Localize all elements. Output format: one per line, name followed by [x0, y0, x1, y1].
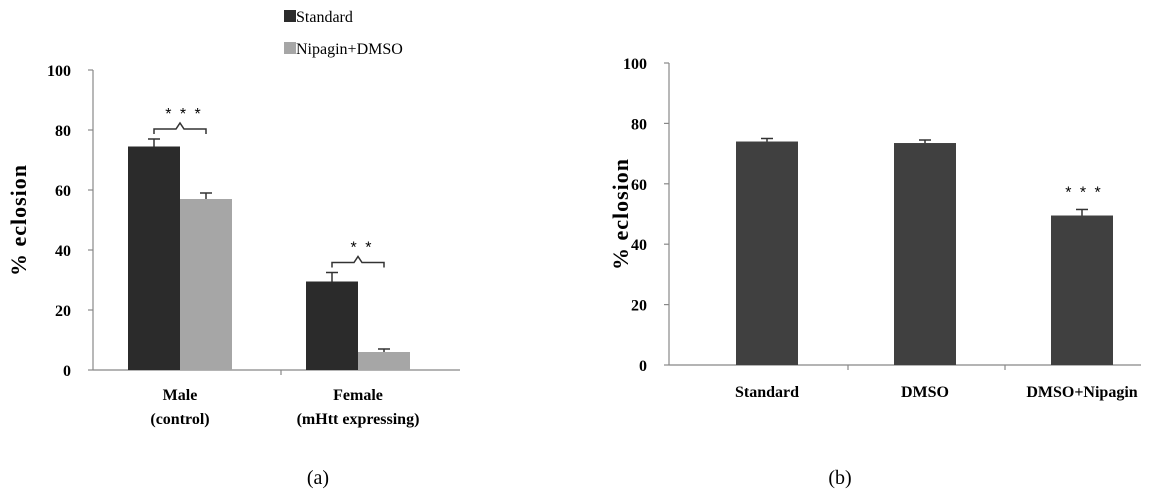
y-axis-label: % eclosion: [608, 158, 633, 270]
y-tick-label: 20: [55, 303, 71, 320]
category-label: DMSO: [901, 384, 949, 401]
significance-marker: * *: [351, 240, 374, 257]
category-label: (mHtt expressing): [297, 411, 420, 428]
legend-label: Standard: [296, 9, 353, 26]
panel-label: (b): [828, 467, 851, 489]
legend-swatch: [284, 10, 296, 22]
y-tick-label: 60: [55, 183, 71, 200]
category-label: Female: [333, 387, 383, 404]
y-tick-label: 80: [631, 116, 647, 133]
y-tick-label: 40: [631, 237, 647, 254]
bar: [358, 352, 410, 370]
y-tick-label: 60: [631, 177, 647, 194]
bar: [180, 199, 232, 370]
category-label: DMSO+Nipagin: [1026, 384, 1137, 401]
y-axis-label: % eclosion: [6, 164, 31, 276]
chart-a: 0 20 40 60 80 100 % eclosion (a) Male (control) Fe…: [6, 9, 460, 489]
bar: [1051, 215, 1113, 365]
bar: [736, 141, 798, 365]
y-tick-label: 100: [623, 56, 647, 73]
y-tick-label: 40: [55, 243, 71, 260]
y-tick-label: 80: [55, 123, 71, 140]
bar: [128, 146, 180, 370]
category-label: Male: [163, 387, 198, 404]
y-tick-label: 100: [47, 63, 71, 80]
legend-label: Nipagin+DMSO: [296, 41, 403, 58]
significance-bracket: [331, 255, 385, 268]
y-tick-label: 0: [639, 358, 647, 375]
y-tick-label: 0: [63, 363, 71, 380]
significance-marker: * * *: [165, 106, 203, 123]
chart-b: 0 20 40 60 80 100 % eclosion (b) Standard DMSO DMS…: [608, 56, 1141, 489]
significance-bracket: [153, 121, 207, 134]
significance-marker: * * *: [1065, 184, 1103, 201]
bar: [894, 143, 956, 365]
bar: [306, 281, 358, 370]
panel-label: (a): [307, 467, 329, 489]
category-label: Standard: [735, 384, 799, 401]
category-label: (control): [150, 411, 209, 428]
y-tick-label: 20: [631, 298, 647, 315]
legend-swatch: [284, 42, 296, 54]
